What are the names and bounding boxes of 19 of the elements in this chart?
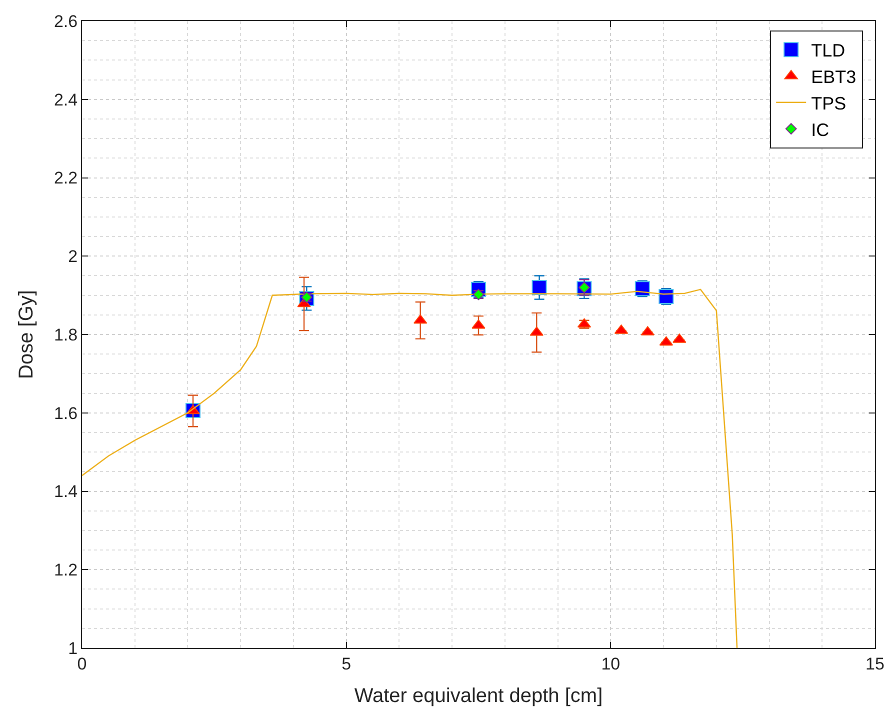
legend-label: IC (811, 120, 830, 140)
y-tick-label: 1.8 (54, 325, 78, 344)
x-axis-title: Water equivalent depth [cm] (354, 684, 603, 707)
x-tick-label: 5 (342, 654, 352, 674)
y-tick-label: 1.2 (54, 560, 78, 580)
legend-label: TPS (811, 93, 846, 114)
x-tick-label: 10 (601, 654, 620, 674)
legend-label: EBT3 (811, 67, 856, 88)
y-axis-title: Dose [Gy] (15, 290, 38, 379)
x-tick-label: 0 (77, 654, 87, 674)
x-tick-label: 15 (866, 654, 884, 674)
y-tick-label: 1.4 (54, 482, 78, 502)
y-tick-label: 1.6 (54, 404, 78, 423)
y-tick-label: 2.4 (54, 90, 78, 110)
y-tick-label: 2.2 (54, 168, 78, 188)
y-tick-label: 2 (68, 247, 78, 266)
y-tick-label: 2.6 (54, 12, 78, 31)
y-tick-label: 1 (68, 638, 78, 658)
legend-label: TLD (811, 40, 846, 61)
